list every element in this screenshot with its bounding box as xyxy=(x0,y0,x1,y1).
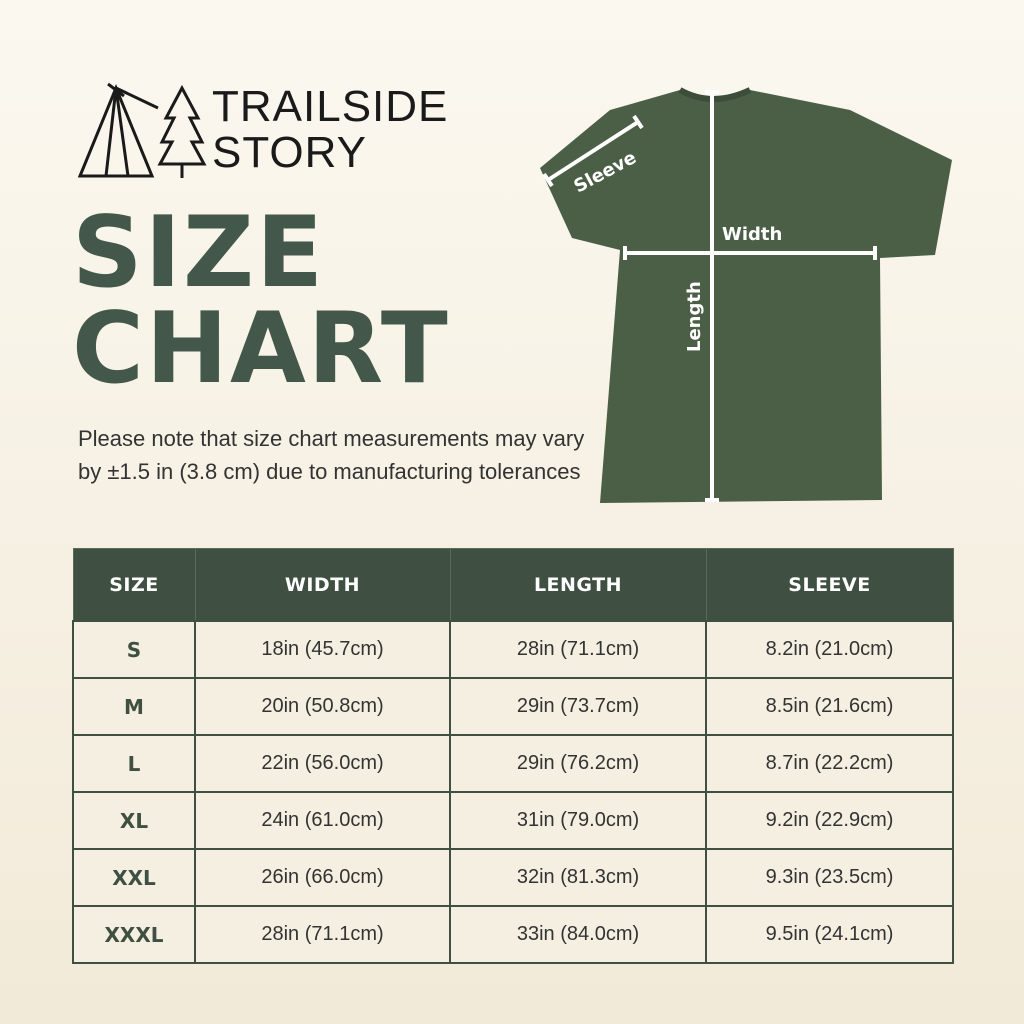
cell-sleeve: 8.7in (22.2cm) xyxy=(705,734,954,793)
table-row: XL 24in (61.0cm) 31in (79.0cm) 9.2in (22.9c… xyxy=(72,791,954,850)
header-size: SIZE xyxy=(72,548,196,622)
cell-length: 29in (76.2cm) xyxy=(449,734,707,793)
cell-sleeve: 8.5in (21.6cm) xyxy=(705,677,954,736)
cell-size: XL xyxy=(72,791,196,850)
cell-length: 28in (71.1cm) xyxy=(449,620,707,679)
title-line2: CHART xyxy=(72,292,450,406)
cell-length: 29in (73.7cm) xyxy=(449,677,707,736)
size-table: SIZE WIDTH LENGTH SLEEVE S 18in (45.7cm) 2… xyxy=(72,548,954,964)
tshirt-shape xyxy=(540,90,952,503)
cell-sleeve: 8.2in (21.0cm) xyxy=(705,620,954,679)
cell-width: 26in (66.0cm) xyxy=(194,848,451,907)
page-title: SIZE CHART xyxy=(72,196,450,406)
table-row: L 22in (56.0cm) 29in (76.2cm) 8.7in (22.2cm… xyxy=(72,734,954,793)
width-label: Width xyxy=(722,224,782,245)
cell-width: 20in (50.8cm) xyxy=(194,677,451,736)
cell-size: S xyxy=(72,620,196,679)
cell-width: 18in (45.7cm) xyxy=(194,620,451,679)
tolerance-note: Please note that size chart measurements… xyxy=(78,426,585,484)
header-width: WIDTH xyxy=(194,548,451,622)
cell-length: 33in (84.0cm) xyxy=(449,905,707,964)
cell-sleeve: 9.2in (22.9cm) xyxy=(705,791,954,850)
cell-size: M xyxy=(72,677,196,736)
cell-size: L xyxy=(72,734,196,793)
title-line1: SIZE xyxy=(72,196,326,310)
cell-width: 28in (71.1cm) xyxy=(194,905,451,964)
brand-line2: STORY xyxy=(212,128,367,177)
table-row: XXL 26in (66.0cm) 32in (81.3cm) 9.3in (23.5… xyxy=(72,848,954,907)
cell-size: XXL xyxy=(72,848,196,907)
brand-line1: TRAILSIDE xyxy=(212,82,449,131)
cell-size: XXXL xyxy=(72,905,196,964)
cell-length: 32in (81.3cm) xyxy=(449,848,707,907)
cell-length: 31in (79.0cm) xyxy=(449,791,707,850)
cell-sleeve: 9.3in (23.5cm) xyxy=(705,848,954,907)
header-length: LENGTH xyxy=(449,548,707,622)
cell-width: 24in (61.0cm) xyxy=(194,791,451,850)
table-row: M 20in (50.8cm) 29in (73.7cm) 8.5in (21.6cm… xyxy=(72,677,954,736)
cell-sleeve: 9.5in (24.1cm) xyxy=(705,905,954,964)
brand-name: TRAILSIDE STORY xyxy=(212,84,448,176)
cell-width: 22in (56.0cm) xyxy=(194,734,451,793)
table-row: S 18in (45.7cm) 28in (71.1cm) 8.2in (21.0cm… xyxy=(72,620,954,679)
tshirt-diagram: Sleeve Width Length xyxy=(540,87,952,503)
tent-tree-logo-icon xyxy=(78,82,207,178)
table-header-row: SIZE WIDTH LENGTH SLEEVE xyxy=(72,548,954,622)
table-row: XXXL 28in (71.1cm) 33in (84.0cm) 9.5in (24.… xyxy=(72,905,954,964)
length-label: Length xyxy=(684,281,705,352)
header-sleeve: SLEEVE xyxy=(705,548,954,622)
